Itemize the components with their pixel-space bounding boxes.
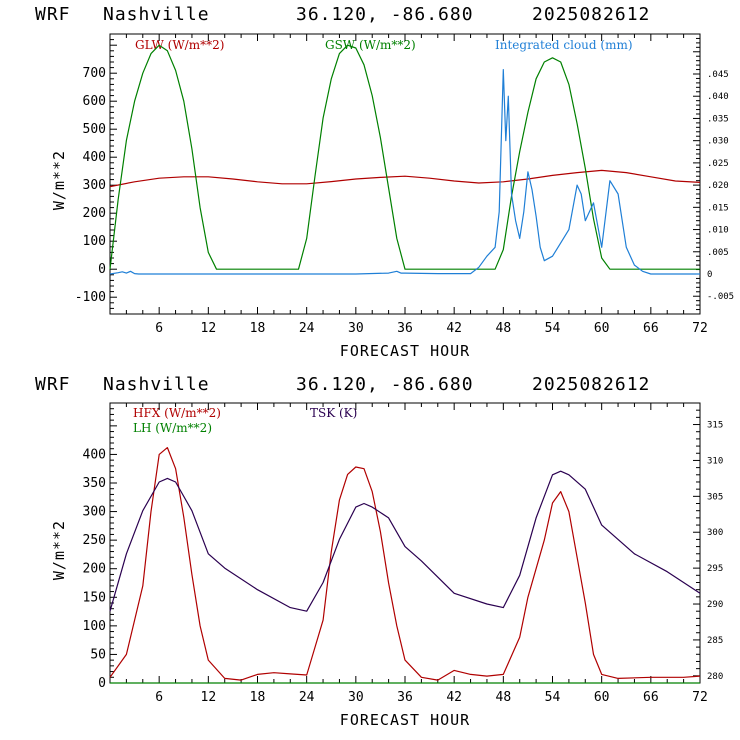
chart-2-legend-lh: LH (W/m**2) [133,421,212,435]
y2-tick-label: 300 [707,528,723,538]
chart-2: WRF Nashville 36.120, -86.680 2025082612… [35,374,723,729]
x-tick-label: 42 [446,321,462,336]
y-tick-label: 200 [83,562,106,577]
x-tick-label: 66 [643,321,659,336]
x-tick-label: 42 [446,690,462,705]
chart-2-legend-tsk: TSK (K) [310,406,357,420]
y2-tick-label: 290 [707,600,723,610]
y-tick-label: 300 [83,178,106,193]
x-tick-label: 60 [594,690,610,705]
y2-tick-label: 305 [707,492,723,502]
chart-2-header-date: 2025082612 [532,374,650,395]
chart-2-legend-hfx: HFX (W/m**2) [133,406,221,420]
y2-tick-label: .015 [707,203,729,213]
chart-1-legend-cloud: Integrated cloud (mm) [495,38,633,52]
series-line-0-0 [109,169,701,188]
y2-tick-label: 280 [707,672,723,682]
y2-tick-label: 310 [707,456,723,466]
chart-2-header-coords: 36.120, -86.680 [296,374,474,395]
x-tick-label: 18 [250,321,266,336]
y2-tick-label: -.005 [707,292,734,302]
y2-tick-label: .020 [707,181,729,191]
y2-tick-label: .040 [707,92,729,102]
chart-1-marks: 6 12 18 24 30 36 42 48 54 60 66 72 -100 0 100 200 300 400… [75,33,734,336]
x-tick-label: 30 [348,690,364,705]
y-tick-label: 300 [83,505,106,520]
x-tick-label: 24 [299,690,315,705]
chart-1: WRF Nashville 36.120, -86.680 2025082612… [35,4,734,360]
y-tick-label: 50 [90,647,106,662]
x-tick-label: 18 [250,690,266,705]
chart-1-header-coords: 36.120, -86.680 [296,4,474,25]
y2-tick-label: .005 [707,248,729,258]
x-tick-label: 48 [496,690,512,705]
chart-1-ylabel: W/m**2 [50,150,68,210]
x-tick-label: 54 [545,321,561,336]
chart-1-plot-frame [109,33,701,315]
y-tick-label: 100 [83,619,106,634]
y2-tick-label: 285 [707,636,723,646]
y2-tick-label: 295 [707,564,723,574]
y-tick-label: 0 [98,676,106,691]
chart-1-header-date: 2025082612 [532,4,650,25]
chart-1-header-site: Nashville [103,4,210,25]
y-tick-label: 350 [83,476,106,491]
y-tick-label: -100 [75,290,106,305]
x-tick-label: 54 [545,690,561,705]
y2-tick-label: .045 [707,70,729,80]
y-tick-label: 400 [83,447,106,462]
chart-2-xlabel: FORECAST HOUR [340,711,470,729]
x-tick-label: 36 [397,321,413,336]
y-tick-label: 150 [83,590,106,605]
chart-2-header-model: WRF [35,374,71,395]
y-tick-label: 250 [83,533,106,548]
x-tick-label: 48 [496,321,512,336]
chart-2-ylabel: W/m**2 [50,520,68,580]
chart-1-legend-glw: GLW (W/m**2) [135,38,224,52]
y-tick-label: 100 [83,234,106,249]
x-tick-label: 72 [692,321,708,336]
y2-tick-label: .030 [707,137,729,147]
chart-2-marks: 6 12 18 24 30 36 42 48 54 60 66 72 0 50 100 150 200 250 30… [83,402,723,705]
y2-tick-label: 315 [707,421,723,431]
y-tick-label: 400 [83,150,106,165]
y2-tick-label: .025 [707,159,729,169]
x-tick-label: 30 [348,321,364,336]
chart-2-plot-frame [109,402,701,684]
x-tick-label: 60 [594,321,610,336]
y-tick-label: 0 [98,262,106,277]
y-tick-label: 700 [83,66,106,81]
chart-1-legend-gsw: GSW (W/m**2) [325,38,416,52]
chart-1-header-model: WRF [35,4,71,25]
x-tick-label: 12 [201,321,217,336]
y-tick-label: 200 [83,206,106,221]
x-tick-label: 36 [397,690,413,705]
series-line-0-1 [109,44,700,270]
x-tick-label: 12 [201,690,217,705]
y-tick-label: 500 [83,122,106,137]
x-tick-label: 72 [692,690,708,705]
x-tick-label: 6 [155,690,163,705]
y2-tick-label: .035 [707,114,729,124]
chart-2-header-site: Nashville [103,374,210,395]
y2-tick-label: .010 [707,226,729,236]
series-line-1-0 [109,447,701,681]
y2-tick-label: 0 [707,270,712,280]
x-tick-label: 24 [299,321,315,336]
x-tick-label: 6 [155,321,163,336]
y-tick-label: 600 [83,94,106,109]
x-tick-label: 66 [643,690,659,705]
series-line-0-2 [109,68,700,275]
series-line-1-2 [109,470,701,612]
chart-1-xlabel: FORECAST HOUR [340,342,470,360]
